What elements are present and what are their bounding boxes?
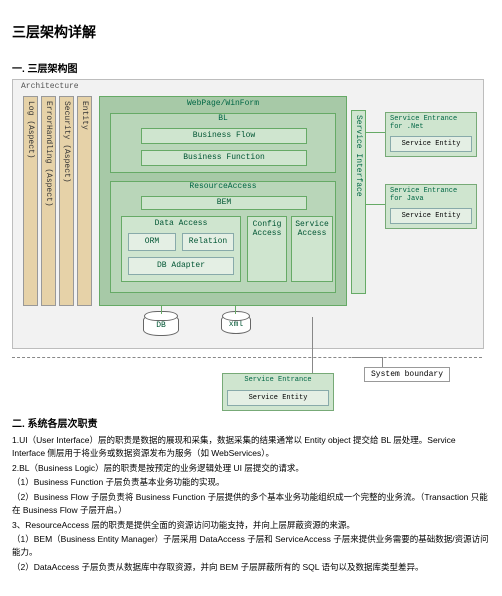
center-frame: WebPage/WinForm BL Business Flow Busines…	[99, 96, 347, 306]
business-flow-label: Business Flow	[142, 129, 306, 143]
connector	[312, 317, 313, 373]
xml-cylinder: xml	[221, 314, 251, 334]
relation: Relation	[182, 233, 234, 251]
svc-entrance-below: Service Entrance Service Entity	[222, 373, 334, 411]
page-title: 三层架构详解	[12, 22, 490, 42]
para-ra-2: （2）DataAccess 子层负责从数据库中存取资源，并向 BEM 子层屏蔽所…	[12, 561, 490, 574]
para-ra: 3、ResourceAccess 层的职责是提供全面的资源访问功能支持，并向上层…	[12, 519, 490, 532]
boundary-area: Service Entrance Service Entity System b…	[12, 357, 482, 411]
data-access-label: Data Access	[122, 219, 240, 228]
svc-entrance-net: Service Entrance for .Net Service Entity	[385, 112, 477, 157]
aspect-entity: Entity	[77, 96, 92, 306]
arch-label: Architecture	[21, 82, 79, 91]
svc-entrance-java: Service Entrance for Java Service Entity	[385, 184, 477, 229]
para-ui: 1.UI（User Interface）层的职责是数据的展现和采集，数据采集的结…	[12, 434, 490, 460]
config-access-label: Config Access	[248, 221, 286, 239]
orm-label: ORM	[129, 234, 175, 250]
business-function: Business Function	[141, 150, 307, 166]
config-access: Config Access	[247, 216, 287, 282]
connector	[352, 357, 382, 358]
connector	[235, 306, 236, 314]
aspect-err-label: ErrorHandling (Aspect)	[44, 101, 53, 207]
svc-java-title: Service Entrance for Java	[386, 185, 476, 206]
para-bl-1: （1）Business Function 子层负责基本业务功能的实现。	[12, 476, 490, 489]
svc-below-entity: Service Entity	[227, 390, 329, 406]
bl-frame: BL Business Flow Business Function	[110, 113, 336, 173]
aspect-entity-label: Entity	[80, 101, 89, 130]
system-boundary-label: System boundary	[364, 367, 450, 382]
svc-net-title: Service Entrance for .Net	[386, 113, 476, 134]
svc-below-title: Service Entrance	[223, 374, 333, 388]
aspect-log-label: Log (Aspect)	[26, 101, 35, 159]
aspect-sec: Security (Aspect)	[59, 96, 74, 306]
db-adapter: DB Adapter	[128, 257, 234, 275]
service-access: Service Access	[291, 216, 333, 282]
connector	[366, 132, 385, 133]
para-bl: 2.BL（Business Logic）层的职责是按预定的业务逻辑处理 UI 层…	[12, 462, 490, 475]
bem-label: BEM	[142, 197, 306, 209]
data-access: Data Access ORM Relation DB Adapter	[121, 216, 241, 282]
section2-title: 二. 系统各层次职责	[12, 415, 490, 430]
svc-net-entity: Service Entity	[390, 136, 472, 152]
body-text: 1.UI（User Interface）层的职责是数据的展现和采集，数据采集的结…	[12, 434, 490, 574]
connector	[382, 357, 383, 367]
aspect-err: ErrorHandling (Aspect)	[41, 96, 56, 306]
service-interface-label: Service Interface	[354, 115, 363, 197]
aspect-log: Log (Aspect)	[23, 96, 38, 306]
architecture-diagram: Architecture Log (Aspect) ErrorHandling …	[12, 79, 484, 349]
para-bl-2: （2）Business Flow 子层负责将 Business Function…	[12, 491, 490, 517]
bem: BEM	[141, 196, 307, 210]
db-adapter-label: DB Adapter	[129, 258, 233, 274]
connector	[366, 204, 385, 205]
business-function-label: Business Function	[142, 151, 306, 165]
ra-frame: ResourceAccess BEM Data Access ORM Relat…	[110, 181, 336, 293]
bl-title: BL	[111, 114, 335, 123]
ra-title: ResourceAccess	[111, 182, 335, 191]
orm: ORM	[128, 233, 176, 251]
service-interface: Service Interface	[351, 110, 366, 294]
service-access-label: Service Access	[292, 221, 332, 239]
boundary-dash	[12, 357, 482, 358]
webpage-winform-label: WebPage/WinForm	[100, 99, 346, 108]
relation-label: Relation	[183, 234, 233, 250]
aspect-sec-label: Security (Aspect)	[62, 101, 71, 183]
section1-title: 一. 三层架构图	[12, 60, 490, 75]
business-flow: Business Flow	[141, 128, 307, 144]
para-ra-1: （1）BEM（Business Entity Manager）子层采用 Data…	[12, 533, 490, 559]
connector	[161, 306, 162, 314]
db-cylinder: DB	[143, 314, 179, 336]
svc-java-entity: Service Entity	[390, 208, 472, 224]
